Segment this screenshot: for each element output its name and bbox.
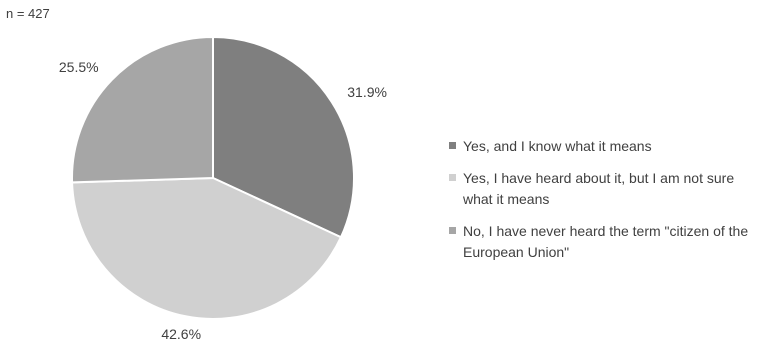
slice-label-know-meaning: 31.9%: [347, 84, 387, 100]
legend-item-never-heard: No, I have never heard the term "citizen…: [449, 221, 759, 263]
sample-size-label: n = 427: [6, 6, 50, 21]
chart-legend: Yes, and I know what it means Yes, I hav…: [449, 136, 759, 274]
slice-label-never-heard: 25.5%: [59, 59, 99, 75]
legend-label: Yes, I have heard about it, but I am not…: [463, 170, 735, 207]
pie-slice-never-heard: [71, 35, 214, 184]
legend-swatch: [449, 227, 456, 234]
legend-swatch: [449, 174, 456, 181]
legend-label: Yes, and I know what it means: [463, 138, 652, 154]
pie-slice-heard-not-sure: [71, 176, 343, 320]
legend-item-know-meaning: Yes, and I know what it means: [449, 136, 759, 157]
legend-item-heard-not-sure: Yes, I have heard about it, but I am not…: [449, 168, 759, 210]
legend-swatch: [449, 142, 456, 149]
legend-label: No, I have never heard the term "citizen…: [463, 223, 749, 260]
pie-slice-know-meaning: [212, 35, 355, 239]
slice-label-heard-not-sure: 42.6%: [161, 326, 201, 342]
